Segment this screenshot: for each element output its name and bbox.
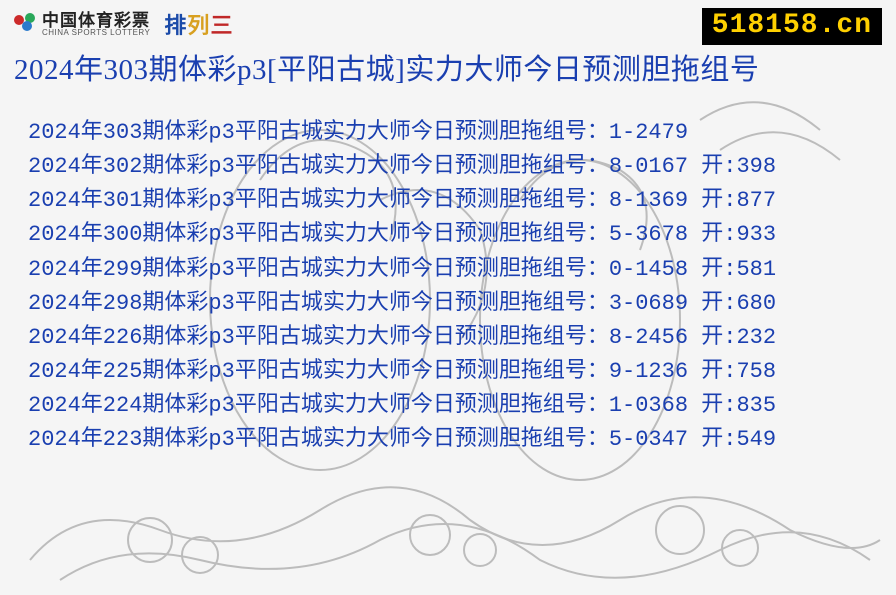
- prediction-row: 2024年299期体彩p3平阳古城实力大师今日预测胆拖组号：0-1458 开:5…: [28, 253, 882, 287]
- prediction-row: 2024年298期体彩p3平阳古城实力大师今日预测胆拖组号：3-0689 开:6…: [28, 287, 882, 321]
- logo-block: 中国体育彩票 CHINA SPORTS LOTTERY 排列三: [14, 8, 233, 40]
- prediction-row: 2024年301期体彩p3平阳古城实力大师今日预测胆拖组号：8-1369 开:8…: [28, 184, 882, 218]
- prediction-row: 2024年226期体彩p3平阳古城实力大师今日预测胆拖组号：8-2456 开:2…: [28, 321, 882, 355]
- site-url-badge: 518158.cn: [702, 8, 882, 45]
- prediction-row: 2024年303期体彩p3平阳古城实力大师今日预测胆拖组号：1-2479: [28, 116, 882, 150]
- prediction-row: 2024年300期体彩p3平阳古城实力大师今日预测胆拖组号：5-3678 开:9…: [28, 218, 882, 252]
- prediction-list: 2024年303期体彩p3平阳古城实力大师今日预测胆拖组号：1-2479 202…: [14, 116, 882, 457]
- logo-sub-text: 排列三: [164, 8, 233, 40]
- prediction-row: 2024年224期体彩p3平阳古城实力大师今日预测胆拖组号：1-0368 开:8…: [28, 389, 882, 423]
- logo-cn-text: 中国体育彩票: [42, 12, 150, 29]
- prediction-row: 2024年302期体彩p3平阳古城实力大师今日预测胆拖组号：8-0167 开:3…: [28, 150, 882, 184]
- logo-en-text: CHINA SPORTS LOTTERY: [42, 29, 150, 37]
- lottery-logo-icon: [14, 13, 36, 35]
- header: 中国体育彩票 CHINA SPORTS LOTTERY 排列三 518158.c…: [14, 8, 882, 45]
- page-title: 2024年303期体彩p3[平阳古城]实力大师今日预测胆拖组号: [14, 51, 882, 90]
- prediction-row: 2024年223期体彩p3平阳古城实力大师今日预测胆拖组号：5-0347 开:5…: [28, 423, 882, 457]
- prediction-row: 2024年225期体彩p3平阳古城实力大师今日预测胆拖组号：9-1236 开:7…: [28, 355, 882, 389]
